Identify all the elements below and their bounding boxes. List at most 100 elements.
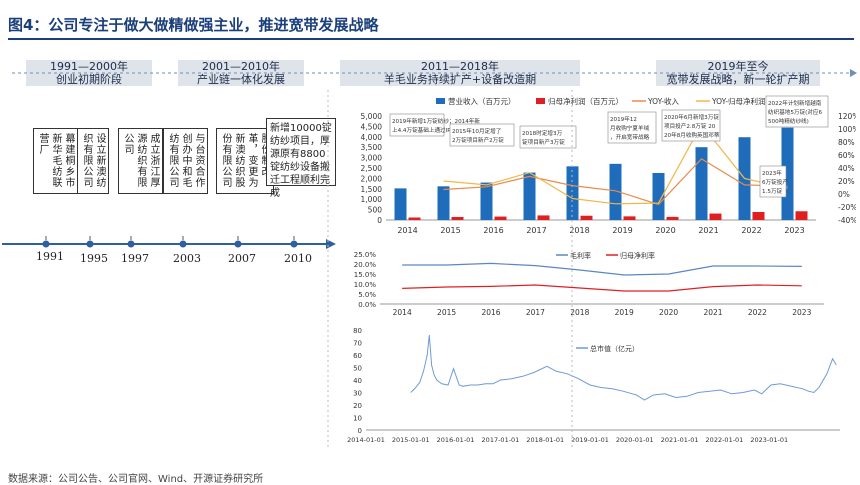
annotation-text: 2019年新增1万锭纺纱；2014年新 xyxy=(392,117,480,125)
annotation-text: 锭项目新产3万锭 xyxy=(522,138,565,146)
bar-revenue xyxy=(394,188,407,220)
annotation-box xyxy=(449,123,515,147)
x-tick-label: 2016 xyxy=(481,308,500,317)
x-tick-label: 2018 xyxy=(569,226,589,235)
bar-net-profit xyxy=(795,211,808,220)
bar-revenue xyxy=(566,166,579,220)
net-margin-line xyxy=(402,284,802,292)
year-2007: 2007 xyxy=(228,252,256,265)
year-1997: 1997 xyxy=(121,252,149,265)
y-left-tick: 5,000 xyxy=(361,112,383,121)
y-left-tick: 4,000 xyxy=(361,133,383,142)
annotation-box xyxy=(607,111,657,144)
market-cap-chart: 0 10 20 30 40 50 60 70 80 2014-01-01 2015-01-01 201… xyxy=(347,327,840,444)
year-2003: 2003 xyxy=(173,252,201,265)
event-2010: 新增10000锭纺纱项目，厚源原有8800锭纺纱设备搬迁工程顺利完成 xyxy=(266,118,336,199)
annotation-text: 纺织基地5万锭(对应6 xyxy=(768,108,822,116)
y-tick: 10.0% xyxy=(354,281,377,289)
x-tick-label: 2021 xyxy=(703,308,722,317)
annotation-text: 2万锭项目新产2万锭 xyxy=(452,136,504,144)
y-tick: 25.0% xyxy=(354,251,377,259)
legend-swatch xyxy=(436,98,445,104)
event-1991: 幕建桐乡市新华毛纺联营厂 xyxy=(33,128,78,194)
annotation-box xyxy=(765,95,829,128)
legend-label: YOY-归母净利润 xyxy=(711,96,766,106)
bar-net-profit xyxy=(752,211,765,220)
x-tick-label: 2017 xyxy=(526,308,545,317)
annotation-box xyxy=(519,125,577,149)
bar-revenue xyxy=(609,163,622,220)
y-left-tick: 4,500 xyxy=(361,122,383,131)
y-tick: 20.0% xyxy=(354,261,377,269)
y-tick: 20 xyxy=(353,402,362,410)
y-tick: 60 xyxy=(353,352,362,360)
phase-1-label: 创业初期阶段 xyxy=(56,73,122,86)
y-tick: 80 xyxy=(353,327,362,335)
x-tick-label: 2022-01-01 xyxy=(706,436,744,444)
y-right-tick: 100% xyxy=(838,125,856,134)
y-right-tick: -20% xyxy=(838,203,856,212)
x-tick-label: 2018 xyxy=(570,308,589,317)
annotation-text: 月收购宁夏羊绒 xyxy=(610,124,650,132)
bar-revenue xyxy=(652,172,665,220)
event-2003: 与台资合作创办中和毛纺有限公司 xyxy=(163,128,208,194)
phase-2-period: 2001—2010年 xyxy=(202,60,280,73)
x-tick-label: 2021 xyxy=(698,226,718,235)
x-tick-label: 2017-01-01 xyxy=(482,436,520,444)
legend-label: 归母净利润（百万元） xyxy=(548,96,623,106)
legend-label: YOY-收入 xyxy=(647,96,680,106)
x-tick-label: 2023 xyxy=(784,226,804,235)
annotation-text: 项目投产2.8万锭 20 xyxy=(664,122,716,130)
x-tick-label: 2019 xyxy=(612,226,632,235)
y-right-tick: 80% xyxy=(838,138,855,147)
legend-label: 总市值（亿元） xyxy=(590,344,639,353)
bar-net-profit xyxy=(623,216,636,220)
bar-net-profit xyxy=(709,213,722,220)
y-left-tick: 0 xyxy=(377,216,382,225)
gross-margin-line xyxy=(402,262,802,276)
x-tick-label: 2020-01-01 xyxy=(616,436,654,444)
event-1995: 设立新澳纺织有限公司 xyxy=(77,128,109,194)
x-tick-label: 2014 xyxy=(397,226,417,235)
phase-dividers xyxy=(327,90,573,450)
annotation-box xyxy=(389,113,445,137)
annotation-text: 2023年 xyxy=(762,169,782,177)
phase-4-label: 宽带发展战略，新一轮扩产期 xyxy=(666,73,810,86)
annotation-text: 2018时定增3万 xyxy=(522,129,563,137)
source-note: 数据来源：公司公告、公司官网、Wind、开源证券研究所 xyxy=(8,474,264,485)
x-tick-label: 2021-01-01 xyxy=(661,436,699,444)
phase-1-period: 1991—2000年 xyxy=(50,60,128,73)
annotation-text: 20年8月收购英国邓蒂 xyxy=(664,131,720,139)
y-tick: 30 xyxy=(353,390,362,398)
event-1997: 成立浙江厚源纺织有限公司 xyxy=(118,128,163,194)
x-tick-label: 2019-01-01 xyxy=(571,436,609,444)
y-right-tick: 60% xyxy=(838,151,855,160)
x-tick-label: 2014 xyxy=(393,308,412,317)
x-tick-label: 2016 xyxy=(483,226,503,235)
y-right-tick: -40% xyxy=(838,216,856,225)
bar-revenue xyxy=(437,186,450,220)
year-1995: 1995 xyxy=(80,252,108,265)
bar-net-profit xyxy=(494,216,507,220)
annotation-text: 6万锭投产 xyxy=(762,178,788,186)
annotation-text: 500吨精纺纱线) xyxy=(768,117,809,125)
bar-net-profit xyxy=(666,216,679,220)
annotation-text: 2015年10月定增了 xyxy=(452,127,501,135)
bar-revenue xyxy=(523,172,536,220)
x-tick-label: 2019 xyxy=(615,308,634,317)
x-tick-label: 2017 xyxy=(526,226,546,235)
annotation-box xyxy=(661,109,721,142)
y-tick: 70 xyxy=(353,340,362,348)
year-2010: 2010 xyxy=(284,252,312,265)
y-tick: 5.0% xyxy=(358,291,376,299)
phase-connector xyxy=(12,69,857,77)
bar-revenue xyxy=(695,147,708,220)
phase-4-period: 2019年至今 xyxy=(707,60,769,73)
market-cap-line xyxy=(410,334,837,401)
